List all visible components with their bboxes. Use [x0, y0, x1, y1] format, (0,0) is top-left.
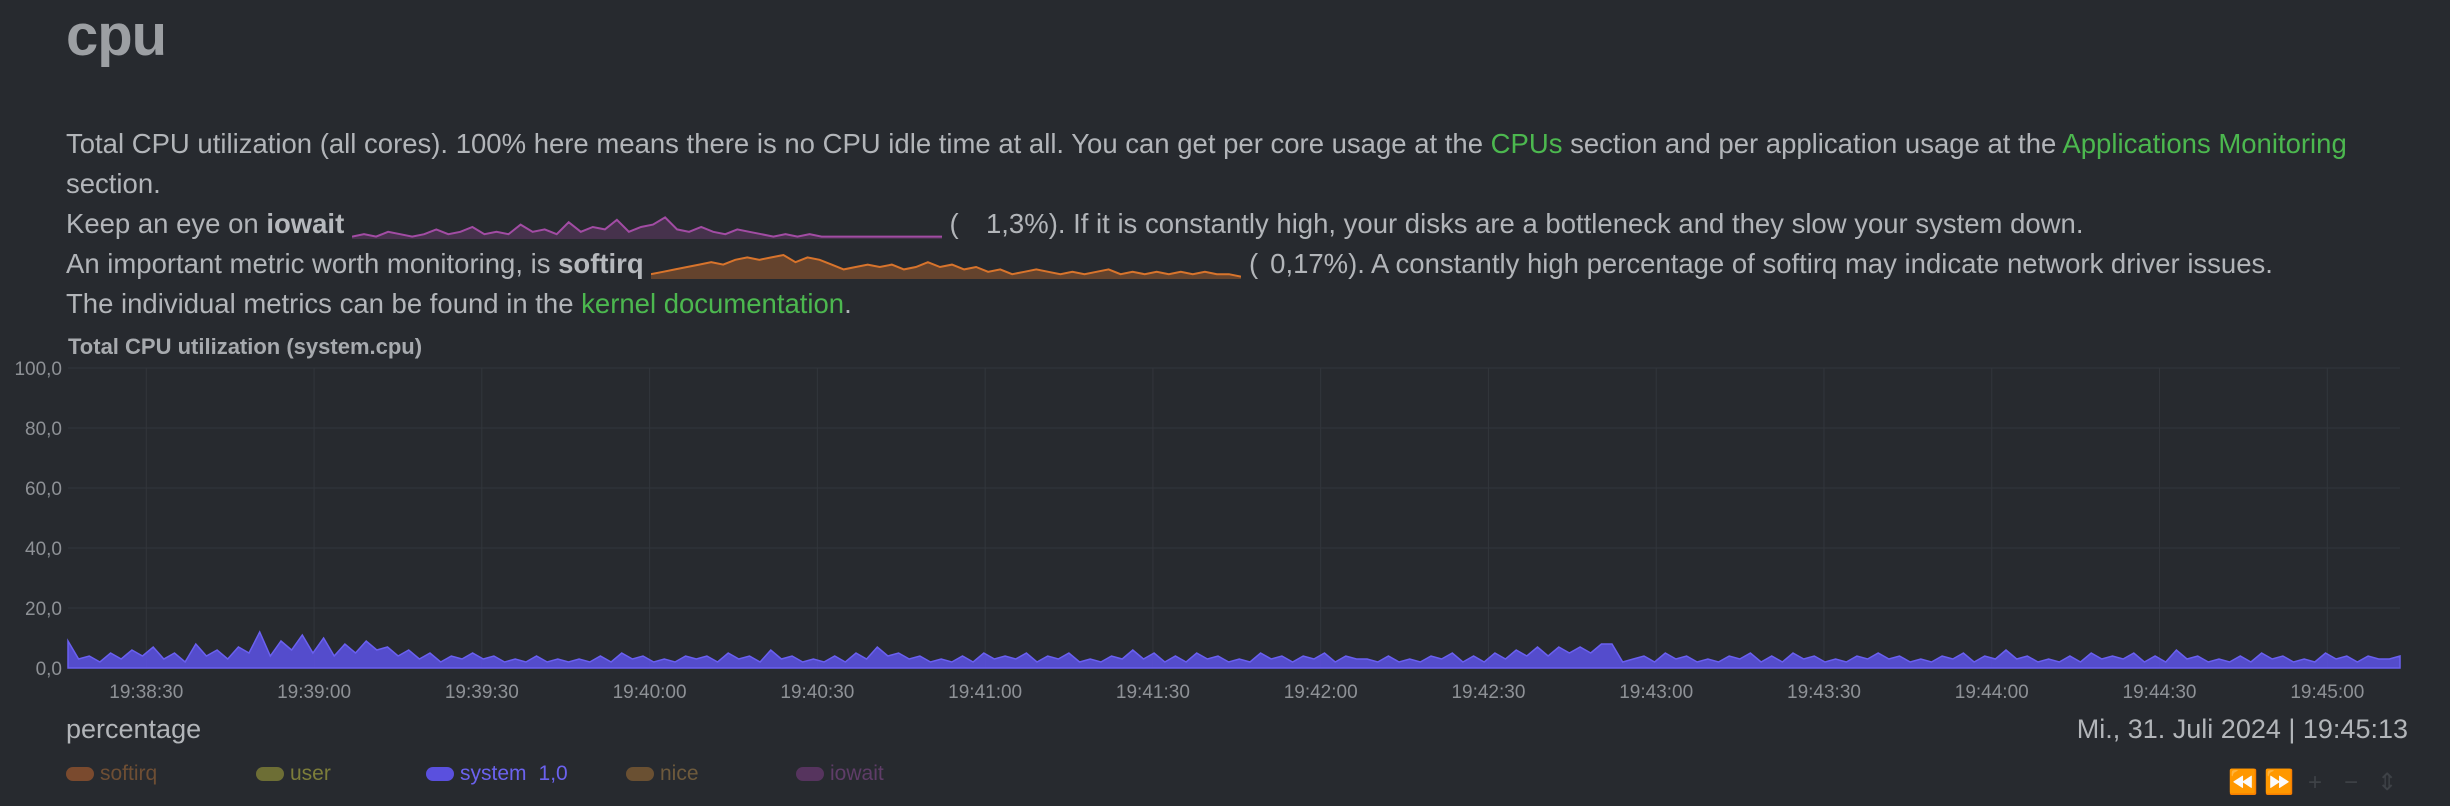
- chart-title: Total CPU utilization (system.cpu): [68, 334, 423, 359]
- softirq-text-2: ). A constantly high percentage of softi…: [1348, 248, 2273, 279]
- softirq-label: softirq: [558, 248, 644, 279]
- y-tick-label: 100,0: [14, 359, 62, 380]
- legend-swatch: [796, 767, 824, 781]
- series-system-area: [67, 630, 2401, 669]
- y-tick-label: 80,0: [25, 419, 62, 440]
- desc-text-1: Total CPU utilization (all cores). 100% …: [66, 128, 1491, 159]
- legend-swatch: [256, 767, 284, 781]
- pan-left-icon[interactable]: ⏪: [2228, 769, 2258, 796]
- x-tick-label: 19:43:30: [1787, 682, 1861, 703]
- legend-label: iowait: [830, 762, 884, 785]
- iowait-sparkline: [351, 216, 942, 239]
- x-tick-label: 19:42:30: [1451, 682, 1525, 703]
- kernel-text-2: .: [844, 288, 852, 319]
- section-title: cpu: [66, 3, 167, 68]
- x-tick-label: 19:39:00: [277, 682, 351, 703]
- softirq-paren-open: (: [1241, 248, 1259, 279]
- legend-item-softirq[interactable]: softirq: [66, 762, 157, 786]
- legend-swatch: [426, 767, 454, 781]
- legend-label: nice: [660, 762, 699, 785]
- x-tick-label: 19:40:30: [780, 682, 854, 703]
- y-tick-label: 40,0: [25, 539, 62, 560]
- kernel-documentation-link[interactable]: kernel documentation: [581, 288, 845, 319]
- y-tick-label: 0,0: [36, 659, 62, 680]
- x-tick-label: 19:41:30: [1116, 682, 1190, 703]
- chart-datetime: Mi., 31. Juli 2024 | 19:45:13: [2076, 714, 2408, 744]
- x-tick-label: 19:39:30: [445, 682, 519, 703]
- sparkline-line: [351, 216, 942, 238]
- sparkline-area: [351, 217, 942, 239]
- zoom-out-icon[interactable]: −: [2343, 769, 2358, 796]
- softirq-sparkline: [651, 253, 1242, 279]
- legend-label: system: [460, 762, 527, 785]
- units-label: percentage: [66, 714, 202, 744]
- legend-item-nice[interactable]: nice: [626, 762, 699, 786]
- zoom-in-icon[interactable]: +: [2307, 769, 2322, 796]
- legend-value: 1,0: [538, 762, 568, 785]
- cpus-link[interactable]: CPUs: [1490, 128, 1563, 159]
- iowait-percentage: 1,3%: [986, 208, 1049, 239]
- cpu-utilization-chart[interactable]: 100,0 80,0 60,0 40,0 20,0 0,0 19:38:30 19:39:00…: [0, 350, 2450, 710]
- kernel-text-1: The individual metrics can be found in t…: [66, 288, 582, 319]
- iowait-label: iowait: [266, 208, 345, 239]
- x-tick-label: 19:42:00: [1284, 682, 1358, 703]
- x-tick-label: 19:41:00: [948, 682, 1022, 703]
- applications-monitoring-link[interactable]: Applications Monitoring: [2062, 128, 2347, 159]
- pan-right-icon[interactable]: ⏩: [2264, 769, 2294, 796]
- x-tick-label: 19:40:00: [613, 682, 687, 703]
- y-tick-label: 20,0: [25, 599, 62, 620]
- iowait-text-1: Keep an eye on: [66, 208, 267, 239]
- desc-text-3: section.: [66, 168, 161, 199]
- y-tick-label: 60,0: [25, 479, 62, 500]
- x-tick-label: 19:44:00: [1955, 682, 2029, 703]
- x-tick-label: 19:43:00: [1619, 682, 1693, 703]
- softirq-percentage: 0,17%: [1270, 248, 1349, 279]
- resize-icon[interactable]: ⇕: [2376, 769, 2398, 796]
- desc-text-2: section and per application usage at the: [1562, 128, 2063, 159]
- softirq-text-1: An important metric worth monitoring, is: [66, 248, 559, 279]
- x-tick-label: 19:44:30: [2123, 682, 2197, 703]
- legend-label: user: [290, 762, 331, 785]
- legend-item-iowait[interactable]: iowait: [796, 762, 884, 786]
- legend-item-user[interactable]: user: [256, 762, 331, 786]
- iowait-text-2: ). If it is constantly high, your disks …: [1048, 208, 2084, 239]
- x-tick-label: 19:38:30: [109, 682, 183, 703]
- legend-swatch: [626, 767, 654, 781]
- sparkline-line: [651, 253, 1242, 278]
- legend-label: softirq: [100, 762, 158, 785]
- section-description: Total CPU utilization (all cores). 100% …: [66, 124, 2426, 324]
- iowait-paren-open: (: [941, 208, 959, 239]
- legend-item-system[interactable]: system 1,0: [426, 762, 568, 786]
- legend-swatch: [66, 767, 94, 781]
- x-tick-label: 19:45:00: [2290, 682, 2364, 703]
